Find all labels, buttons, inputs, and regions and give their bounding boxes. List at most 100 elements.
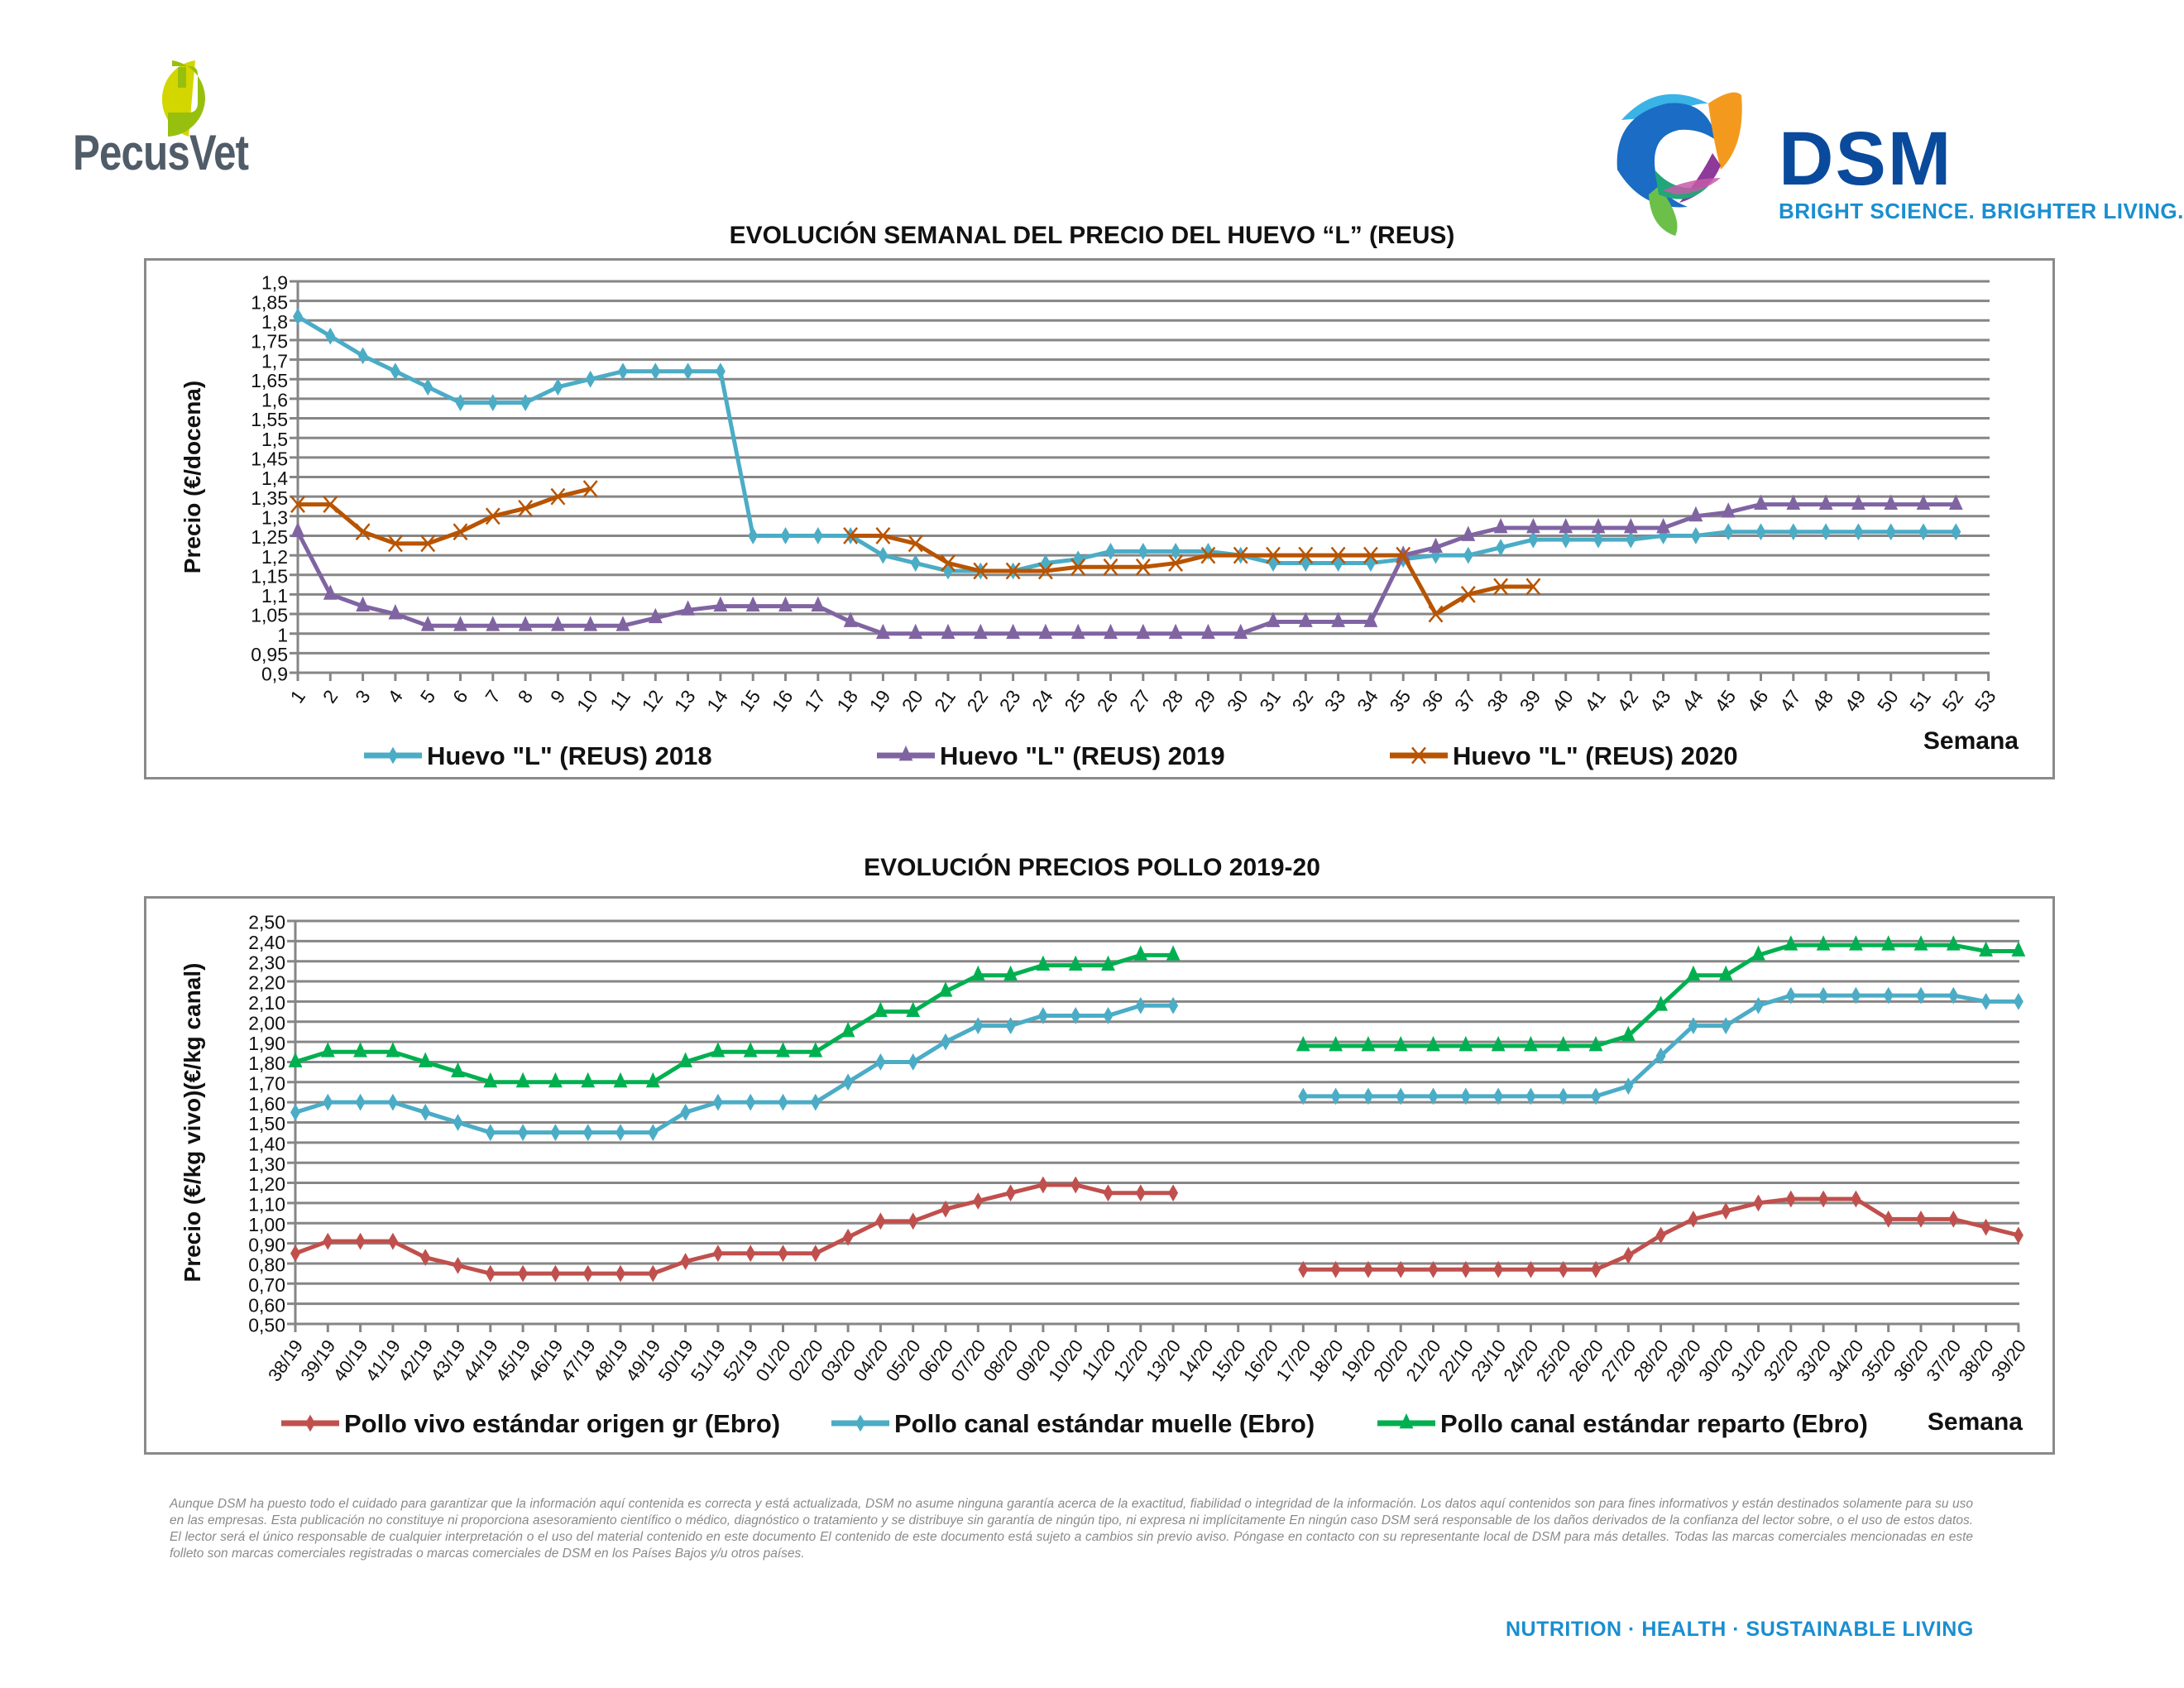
data-point bbox=[615, 616, 630, 631]
data-point bbox=[1623, 1246, 1634, 1264]
legend-label: Huevo "L" (REUS) 2019 bbox=[940, 741, 1225, 770]
data-point bbox=[973, 1017, 984, 1035]
gridlines bbox=[287, 919, 2019, 1326]
data-point bbox=[1135, 996, 1146, 1014]
data-point bbox=[1461, 525, 1476, 541]
data-point bbox=[420, 1249, 431, 1267]
data-point bbox=[1003, 965, 1018, 981]
data-point bbox=[973, 623, 988, 640]
data-point bbox=[1688, 1017, 1698, 1035]
data-point bbox=[1233, 546, 1248, 564]
data-point bbox=[323, 1232, 333, 1250]
data-point bbox=[1361, 1035, 1376, 1052]
x-tick-label: 38/19 bbox=[264, 1336, 307, 1385]
data-point bbox=[305, 1414, 315, 1432]
data-point bbox=[1399, 1413, 1414, 1429]
data-point bbox=[386, 1042, 400, 1057]
data-point bbox=[941, 1033, 951, 1051]
legend-label: Huevo "L" (REUS) 2020 bbox=[1453, 741, 1738, 770]
y-tick-label: 1,05 bbox=[251, 605, 288, 626]
data-point bbox=[1168, 623, 1183, 640]
data-point bbox=[1493, 578, 1509, 596]
data-point bbox=[1460, 585, 1476, 603]
data-point bbox=[1496, 539, 1506, 557]
data-point bbox=[1006, 623, 1020, 640]
x-tick-label: 21/20 bbox=[1402, 1336, 1445, 1385]
data-point bbox=[1296, 1035, 1310, 1052]
data-point bbox=[390, 362, 400, 381]
data-point bbox=[745, 1093, 756, 1111]
data-point bbox=[843, 611, 858, 627]
data-point bbox=[1556, 1035, 1571, 1052]
y-tick-label: 1,30 bbox=[248, 1153, 285, 1175]
x-tick-label: 28/20 bbox=[1630, 1336, 1673, 1385]
legend-label: Pollo vivo estándar origen gr (Ebro) bbox=[344, 1409, 780, 1438]
legend-label: Pollo canal estándar reparto (Ebro) bbox=[1440, 1409, 1868, 1438]
y-tick-label: 1,65 bbox=[251, 370, 288, 391]
data-point bbox=[1330, 1260, 1341, 1278]
data-point bbox=[1558, 1087, 1569, 1105]
chicken-chart-title: EVOLUCIÓN PRECIOS POLLO 2019-20 bbox=[864, 854, 1320, 881]
legend-label: Pollo canal estándar muelle (Ebro) bbox=[894, 1409, 1315, 1438]
data-point bbox=[1037, 1176, 1048, 1194]
data-point bbox=[455, 394, 466, 412]
data-point bbox=[453, 1114, 463, 1131]
x-tick-label: 26/20 bbox=[1564, 1336, 1607, 1385]
x-axis-title: Semana bbox=[1923, 727, 2019, 755]
data-point bbox=[1816, 935, 1831, 951]
data-point bbox=[387, 535, 403, 553]
y-tick-label: 0,50 bbox=[248, 1315, 285, 1336]
data-point bbox=[423, 378, 433, 396]
data-point bbox=[1948, 986, 1959, 1005]
data-point bbox=[1784, 935, 1798, 951]
data-point bbox=[1979, 941, 1993, 957]
x-tick-label: 06/20 bbox=[914, 1336, 957, 1385]
data-point bbox=[841, 1021, 855, 1038]
data-point bbox=[1166, 945, 1181, 961]
data-point bbox=[290, 521, 305, 538]
data-point bbox=[1103, 558, 1118, 576]
data-point bbox=[874, 1001, 888, 1017]
y-tick-label: 1,55 bbox=[251, 409, 288, 430]
data-point bbox=[453, 616, 467, 631]
data-point bbox=[1883, 1210, 1894, 1228]
data-point bbox=[288, 1052, 303, 1067]
data-point bbox=[973, 562, 989, 580]
data-point bbox=[1428, 1087, 1439, 1105]
data-point bbox=[1626, 530, 1636, 549]
data-point bbox=[453, 523, 468, 541]
data-point bbox=[1818, 494, 1833, 511]
y-tick-label: 1,9 bbox=[261, 272, 288, 294]
y-tick-label: 2,40 bbox=[248, 932, 285, 953]
y-tick-label: 0,60 bbox=[248, 1294, 285, 1316]
x-tick-label: 46/19 bbox=[524, 1336, 567, 1385]
data-point bbox=[1070, 623, 1085, 640]
x-tick-label: 16/20 bbox=[1239, 1336, 1282, 1385]
data-point bbox=[551, 616, 565, 631]
y-tick-label: 0,90 bbox=[248, 1234, 285, 1255]
data-point bbox=[583, 616, 598, 631]
data-point bbox=[1690, 527, 1701, 544]
data-point bbox=[387, 1232, 398, 1250]
data-point bbox=[1363, 1087, 1373, 1105]
data-point bbox=[1396, 1087, 1406, 1105]
data-point bbox=[618, 362, 628, 381]
data-point bbox=[290, 496, 305, 514]
data-point bbox=[1329, 1035, 1343, 1052]
x-tick-label: 47/19 bbox=[557, 1336, 600, 1385]
data-point bbox=[1200, 546, 1216, 564]
y-tick-label: 1,4 bbox=[261, 468, 288, 489]
data-point bbox=[648, 1124, 659, 1142]
data-point bbox=[1718, 965, 1733, 981]
data-point bbox=[582, 1124, 593, 1142]
data-point bbox=[938, 981, 953, 997]
x-tick-label: 04/20 bbox=[849, 1336, 892, 1385]
data-point bbox=[453, 1256, 463, 1274]
data-point bbox=[1103, 1007, 1114, 1024]
legal-disclaimer: Aunque DSM ha puesto todo el cuidado par… bbox=[170, 1497, 1973, 1561]
data-point bbox=[1411, 746, 1426, 765]
data-point bbox=[843, 527, 859, 544]
egg-chart-title: EVOLUCIÓN SEMANAL DEL PRECIO DEL HUEVO “… bbox=[729, 222, 1455, 249]
data-point bbox=[1980, 1218, 1991, 1236]
data-point bbox=[1849, 935, 1863, 951]
